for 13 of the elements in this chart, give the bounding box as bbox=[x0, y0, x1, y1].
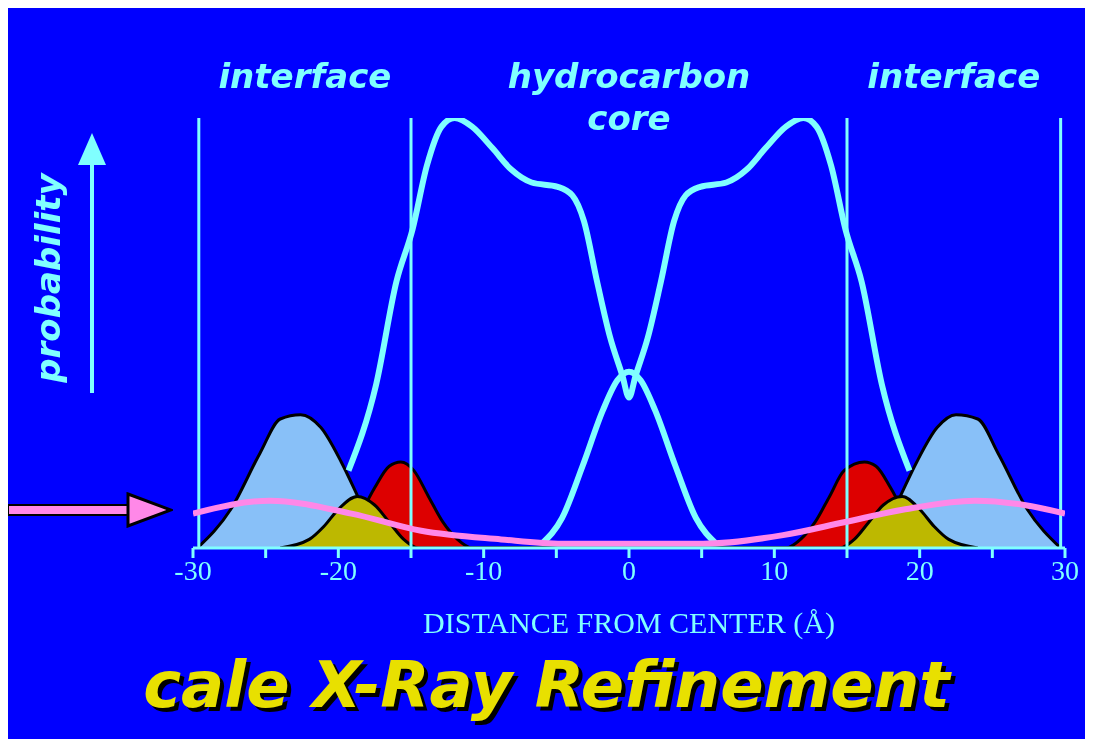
text: interface bbox=[867, 56, 1041, 96]
y-axis-title: probability bbox=[28, 173, 68, 383]
x-tick-label: 20 bbox=[905, 554, 934, 586]
x-tick-label: -20 bbox=[319, 554, 357, 586]
x-tick-label: -30 bbox=[174, 554, 212, 586]
text: interface bbox=[218, 56, 392, 96]
x-tick-label: 30 bbox=[1051, 554, 1079, 586]
x-tick-label: 10 bbox=[760, 554, 789, 586]
annotation: hydrocarbon core bbox=[507, 56, 751, 138]
x-tick-label: 0 bbox=[622, 554, 636, 586]
text: cale X-Ray Refinement bbox=[142, 648, 953, 722]
x-axis-title: DISTANCE FROM CENTER (Å) bbox=[423, 606, 835, 640]
x-tick-label: -10 bbox=[465, 554, 503, 586]
